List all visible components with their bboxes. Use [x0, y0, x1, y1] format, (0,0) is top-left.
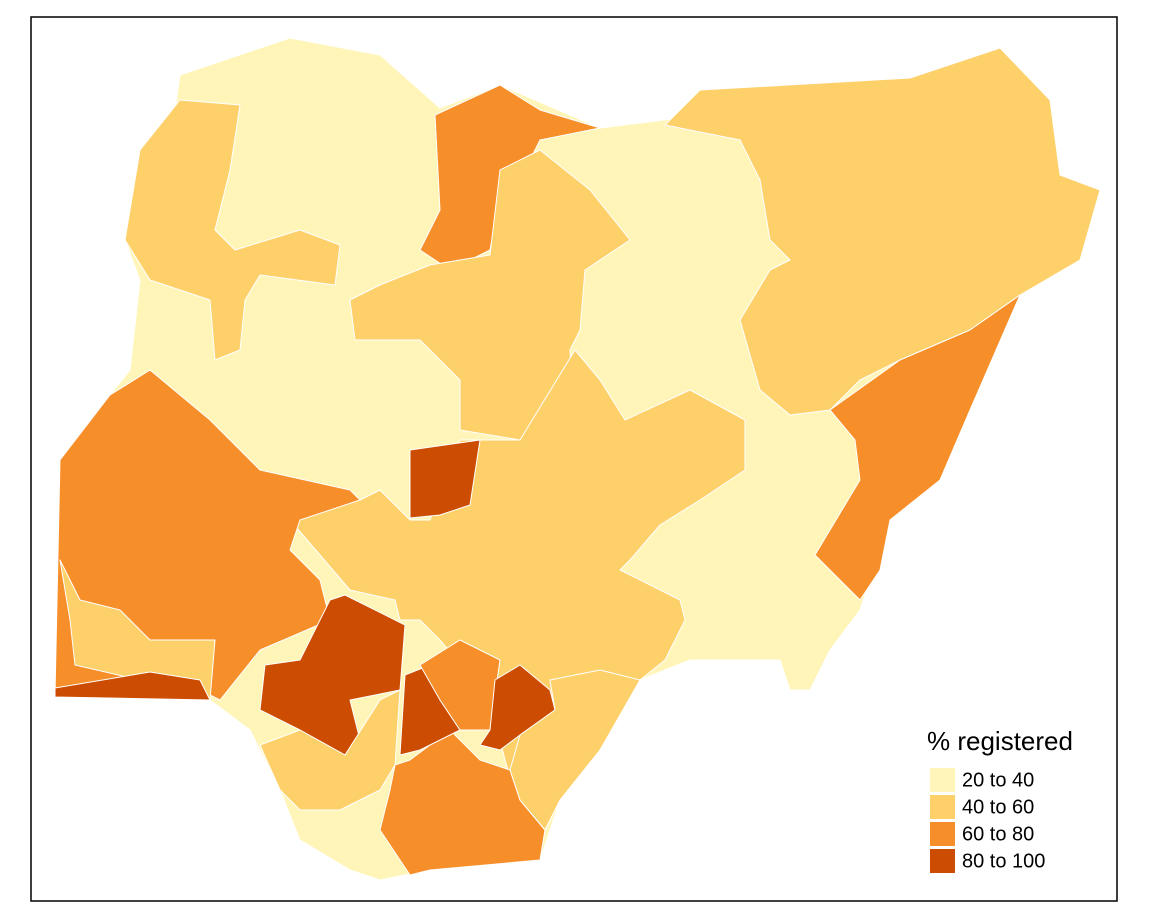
legend: % registered 20 to 40 40 to 60 60 to 80 …: [927, 726, 1073, 873]
legend-swatch: [930, 849, 955, 873]
legend-swatch: [930, 768, 955, 792]
legend-label: 80 to 100: [962, 850, 1045, 872]
legend-label: 20 to 40: [962, 769, 1034, 791]
region: [409, 439, 481, 519]
region: [124, 99, 341, 361]
legend-title: % registered: [927, 726, 1073, 756]
region: [59, 559, 216, 701]
legend-swatch: [930, 795, 955, 819]
region: [814, 294, 1021, 601]
region: [349, 149, 631, 441]
region: [509, 669, 641, 831]
region: [54, 671, 211, 701]
legend-swatch: [930, 822, 955, 846]
legend-label: 60 to 80: [962, 823, 1034, 845]
regions: [54, 37, 1101, 881]
legend-label: 40 to 60: [962, 796, 1034, 818]
region: [259, 594, 406, 756]
region: [664, 47, 1101, 416]
